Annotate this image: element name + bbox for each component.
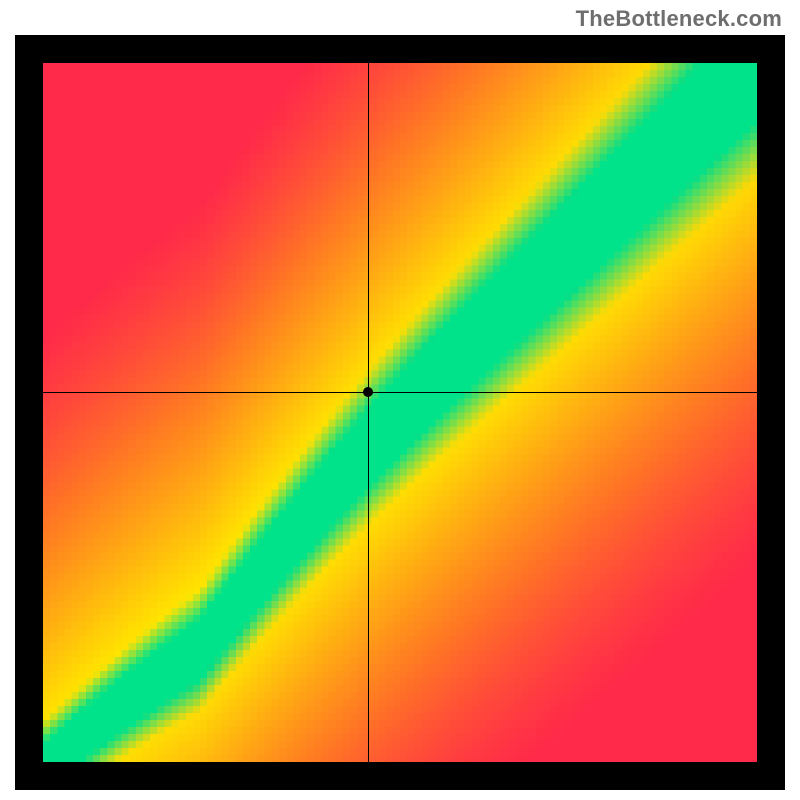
data-point-marker: [363, 387, 373, 397]
chart-container: TheBottleneck.com: [0, 0, 800, 800]
plot-area: [43, 63, 757, 762]
plot-frame: [15, 35, 785, 790]
crosshair-vertical: [368, 63, 369, 762]
watermark-text: TheBottleneck.com: [576, 6, 782, 32]
crosshair-horizontal: [43, 392, 757, 393]
heatmap-canvas: [43, 63, 757, 762]
